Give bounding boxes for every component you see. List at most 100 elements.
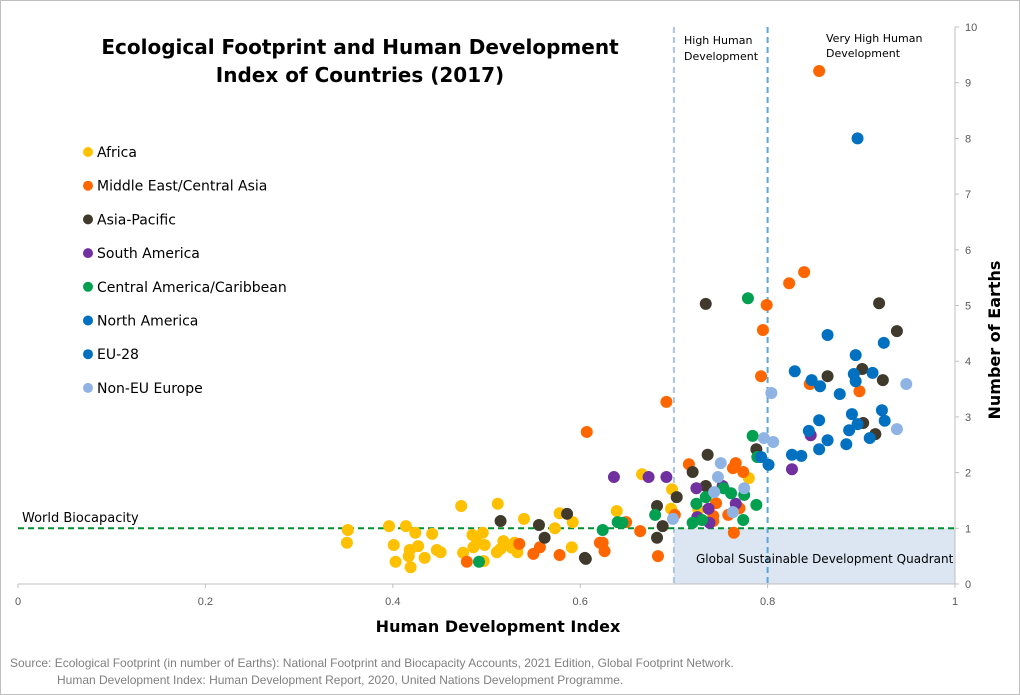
- y-tick-label: 1: [965, 523, 971, 535]
- point-non-eu-europe: [714, 457, 727, 470]
- point-eu-28: [814, 380, 827, 393]
- point-south-america: [642, 471, 655, 484]
- y-tick-label: 3: [965, 412, 971, 424]
- point-asia-pacific: [873, 297, 886, 310]
- legend-label-south-america: South America: [97, 246, 200, 262]
- very-high-hd-label-1: Very High Human: [826, 32, 922, 45]
- point-south-america: [690, 482, 703, 495]
- point-non-eu-europe: [711, 471, 724, 484]
- point-central-america-caribbean: [596, 523, 609, 536]
- point-central-america-caribbean: [616, 516, 629, 529]
- y-tick-label: 2: [965, 468, 971, 480]
- legend-label-eu-28: EU-28: [97, 347, 139, 363]
- point-central-america-caribbean: [690, 497, 703, 510]
- point-asia-pacific: [701, 448, 714, 461]
- point-africa: [478, 539, 491, 552]
- point-eu-28: [805, 374, 818, 387]
- point-asia-pacific: [699, 297, 712, 310]
- y-tick-label: 9: [965, 78, 971, 90]
- sustainable-quadrant: [673, 528, 955, 584]
- x-tick-label: 1: [952, 596, 958, 608]
- point-middle-east-central-asia: [853, 385, 866, 398]
- point-asia-pacific: [670, 491, 683, 504]
- point-non-eu-europe: [890, 423, 903, 436]
- point-middle-east-central-asia: [553, 549, 566, 562]
- legend-label-asia-pacific: Asia-Pacific: [97, 212, 176, 228]
- legend-label-central-america-caribbean: Central America/Caribbean: [97, 280, 287, 296]
- point-africa: [409, 526, 422, 539]
- point-africa: [402, 550, 415, 563]
- very-high-hd-label-2: Development: [826, 47, 901, 60]
- point-asia-pacific: [876, 374, 889, 387]
- point-eu-28: [875, 404, 888, 417]
- point-middle-east-central-asia: [460, 555, 473, 568]
- point-africa: [426, 527, 439, 540]
- chart-title-line-1: Ecological Footprint and Human Developme…: [101, 35, 619, 59]
- high-hd-label-2: Development: [684, 50, 759, 63]
- point-asia-pacific: [686, 466, 699, 479]
- legend-label-africa: Africa: [97, 145, 137, 161]
- point-eu-28: [795, 449, 808, 462]
- point-eu-28: [762, 458, 775, 471]
- point-africa: [517, 512, 530, 525]
- y-tick-label: 6: [965, 245, 971, 257]
- point-asia-pacific: [538, 531, 551, 544]
- point-south-america: [607, 471, 620, 484]
- legend-marker-south-america: [83, 248, 93, 259]
- point-north-america: [821, 329, 834, 342]
- point-asia-pacific: [821, 370, 834, 383]
- point-middle-east-central-asia: [634, 525, 647, 538]
- point-africa: [610, 505, 623, 518]
- legend-label-middle-east-central-asia: Middle East/Central Asia: [97, 179, 267, 195]
- point-eu-28: [821, 434, 834, 447]
- legend-label-non-eu-europe: Non-EU Europe: [97, 381, 203, 397]
- point-asia-pacific: [561, 507, 574, 520]
- point-eu-28: [849, 375, 862, 388]
- point-central-america-caribbean: [741, 292, 754, 305]
- x-tick-label: 0.4: [385, 596, 400, 608]
- point-eu-28: [813, 414, 826, 427]
- legend-marker-eu-28: [83, 349, 93, 360]
- point-central-america-caribbean: [737, 513, 750, 526]
- point-central-america-caribbean: [649, 508, 662, 521]
- point-non-eu-europe: [738, 482, 751, 495]
- point-middle-east-central-asia: [513, 537, 526, 550]
- point-eu-28: [877, 336, 890, 349]
- point-africa: [491, 497, 504, 510]
- point-eu-28: [878, 414, 891, 427]
- x-tick-label: 0.8: [760, 596, 775, 608]
- point-central-america-caribbean: [725, 487, 738, 500]
- point-non-eu-europe: [757, 432, 770, 445]
- point-eu-28: [843, 424, 856, 437]
- point-middle-east-central-asia: [813, 65, 826, 78]
- point-africa: [418, 551, 431, 564]
- point-asia-pacific: [699, 479, 712, 492]
- point-central-america-caribbean: [750, 498, 763, 511]
- point-africa: [340, 536, 353, 549]
- point-africa: [399, 520, 412, 533]
- legend-marker-africa: [83, 147, 93, 157]
- point-eu-28: [785, 448, 798, 461]
- point-asia-pacific: [656, 520, 669, 533]
- point-central-america-caribbean: [746, 429, 759, 442]
- point-eu-28: [866, 366, 879, 379]
- point-north-america: [851, 132, 864, 145]
- point-middle-east-central-asia: [727, 526, 740, 539]
- point-africa: [341, 523, 354, 536]
- y-axis-label: Number of Earths: [985, 261, 1004, 420]
- point-asia-pacific: [651, 500, 664, 513]
- x-tick-label: 0: [15, 596, 21, 608]
- point-africa: [389, 555, 402, 568]
- point-africa: [467, 541, 480, 554]
- point-middle-east-central-asia: [660, 395, 673, 408]
- point-eu-28: [849, 349, 862, 362]
- x-tick-label: 0.6: [573, 596, 588, 608]
- x-tick-label: 0.2: [198, 596, 213, 608]
- y-tick-label: 7: [965, 189, 971, 201]
- y-tick-label: 0: [965, 579, 971, 591]
- point-africa: [565, 541, 578, 554]
- point-middle-east-central-asia: [756, 324, 769, 337]
- y-tick-label: 4: [965, 356, 971, 368]
- point-middle-east-central-asia: [651, 550, 664, 563]
